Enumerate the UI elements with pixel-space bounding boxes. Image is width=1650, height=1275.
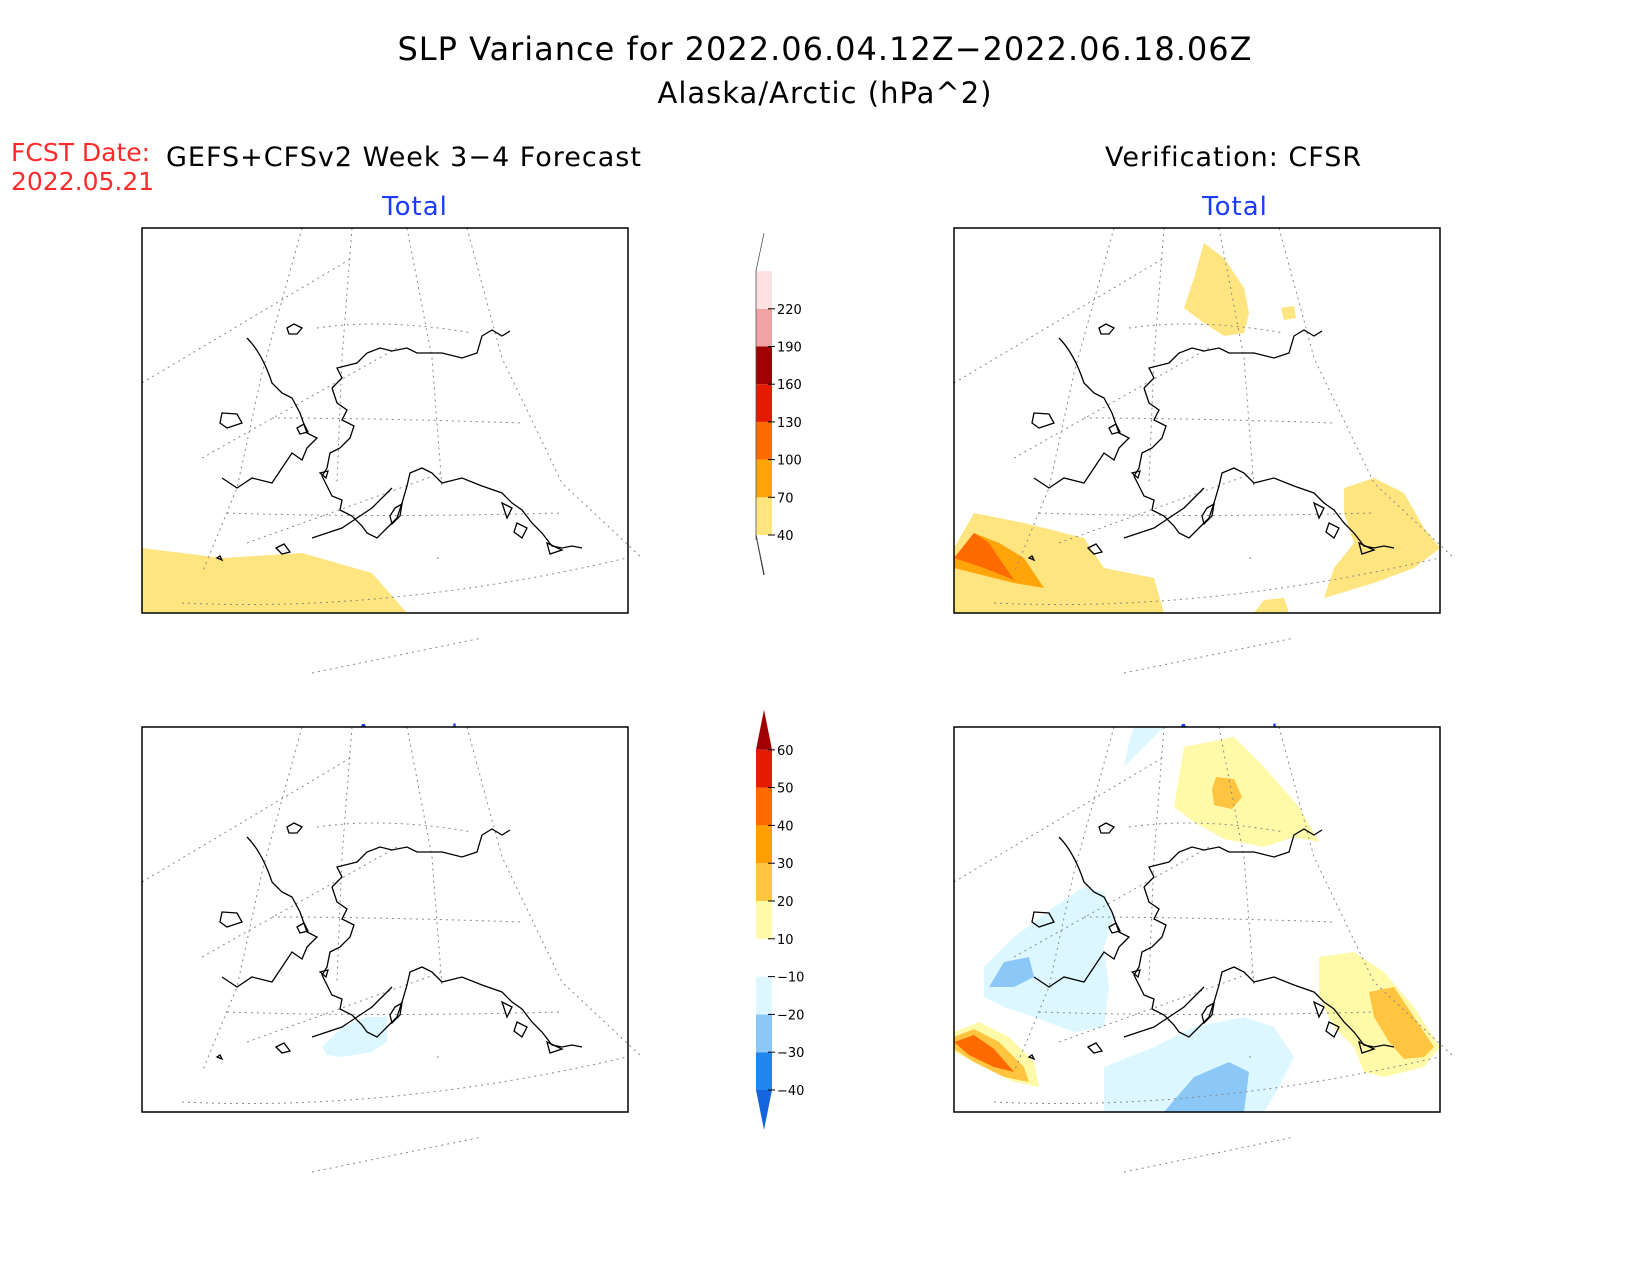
colorbar-swatch bbox=[756, 271, 772, 309]
colorbar-swatch bbox=[756, 1014, 772, 1053]
colorbar-tick-label: 20 bbox=[777, 895, 794, 910]
colorbar-upper-tail bbox=[755, 233, 765, 540]
shaded-area-anomaly-minus10-minus20 bbox=[322, 1017, 387, 1057]
chart-subtitle: Alaska/Arctic (hPa^2) bbox=[657, 76, 993, 110]
shaded-area-variance-40-70 bbox=[142, 548, 407, 613]
colorbar-tick-label: 40 bbox=[777, 529, 794, 544]
shaded-area-anomaly-20-30 bbox=[1212, 777, 1242, 809]
colorbar-tick-label: 10 bbox=[777, 933, 794, 948]
colorbar-swatch bbox=[756, 825, 772, 864]
colorbar-tick-label: −40 bbox=[777, 1084, 804, 1099]
shaded-area-anomaly-minus10-minus20 bbox=[1124, 727, 1164, 767]
forecast-date-value: 2022.05.21 bbox=[11, 167, 155, 196]
colorbar-tick-label: 220 bbox=[777, 303, 802, 318]
shaded-area-variance-40-70 bbox=[954, 513, 1164, 613]
chart-title: SLP Variance for 2022.06.04.12Z−2022.06.… bbox=[397, 30, 1253, 68]
colorbar-swatch bbox=[756, 308, 772, 347]
shaded-area-variance-40-70 bbox=[1281, 306, 1296, 320]
colorbar-tick-label: 50 bbox=[777, 782, 794, 797]
shaded-area-anomaly-minus20-minus30 bbox=[1164, 1062, 1249, 1112]
map-panel-forecast-total bbox=[141, 227, 643, 674]
shaded-area-anomaly-10-20 bbox=[1174, 737, 1319, 847]
colorbar-lower-triangle bbox=[756, 1090, 772, 1130]
colorbar-tick-label: 190 bbox=[777, 341, 802, 356]
colorbar-tick-label: 30 bbox=[777, 857, 794, 872]
shaded-area-variance-40-70 bbox=[1184, 243, 1249, 336]
verification-column-header: Verification: CFSR bbox=[1105, 142, 1363, 173]
colorbar-swatch bbox=[756, 749, 772, 788]
shaded-area-variance-100-130 bbox=[954, 533, 1014, 580]
colorbar-swatch bbox=[756, 1052, 772, 1090]
forecast-column-header: GEFS+CFSv2 Week 3−4 Forecast bbox=[166, 142, 642, 173]
colorbar-tick-label: −20 bbox=[777, 1008, 804, 1023]
panel-title-forecast-total: Total bbox=[382, 192, 448, 222]
shaded-area-anomaly-minus10-minus20 bbox=[984, 887, 1114, 1032]
colorbar-swatch bbox=[756, 863, 772, 901]
colorbar-swatch bbox=[756, 938, 772, 977]
shaded-area-variance-40-70 bbox=[1324, 478, 1440, 598]
map-panel-verification-total bbox=[953, 227, 1455, 674]
colorbar-tick-label: 130 bbox=[777, 416, 802, 431]
shaded-area-anomaly-40-50 bbox=[954, 1035, 1014, 1072]
colorbar-tick-label: 60 bbox=[777, 744, 794, 759]
colorbar-tick-label: −30 bbox=[777, 1046, 804, 1061]
map-panel-forecast-anomaly bbox=[141, 726, 643, 1173]
colorbar-swatch bbox=[756, 787, 772, 826]
colorbar-tick-label: 160 bbox=[777, 378, 802, 393]
forecast-date-label: FCST Date: bbox=[11, 138, 151, 167]
shaded-area-variance-40-70 bbox=[1254, 598, 1289, 613]
colorbar-swatch bbox=[756, 901, 772, 939]
colorbar-swatch bbox=[756, 384, 772, 422]
colorbar-swatch bbox=[756, 976, 772, 1015]
colorbar-upper-triangle bbox=[756, 709, 772, 750]
colorbar-tick-label: 100 bbox=[777, 454, 802, 469]
panel-title-verification-total: Total bbox=[1202, 192, 1268, 222]
map-panel-verification-anomaly bbox=[953, 726, 1455, 1173]
colorbar-swatch bbox=[756, 421, 772, 460]
colorbar-tick-label: 70 bbox=[777, 491, 794, 506]
colorbar-swatch bbox=[756, 346, 772, 385]
colorbar-tick-label: −10 bbox=[777, 971, 804, 986]
shaded-area-anomaly-20-30 bbox=[1369, 987, 1434, 1059]
colorbar-anomaly: −40 −30 −20 −10 10 20 30 40 50 60 bbox=[756, 709, 804, 1130]
colorbar-tick-label: 40 bbox=[777, 819, 794, 834]
shaded-area-anomaly-minus20-minus30 bbox=[989, 957, 1034, 987]
colorbar-swatch bbox=[756, 459, 772, 498]
colorbar-swatch bbox=[756, 497, 772, 535]
colorbar-total: 40 70 100 130 160 190 220 bbox=[755, 233, 802, 576]
